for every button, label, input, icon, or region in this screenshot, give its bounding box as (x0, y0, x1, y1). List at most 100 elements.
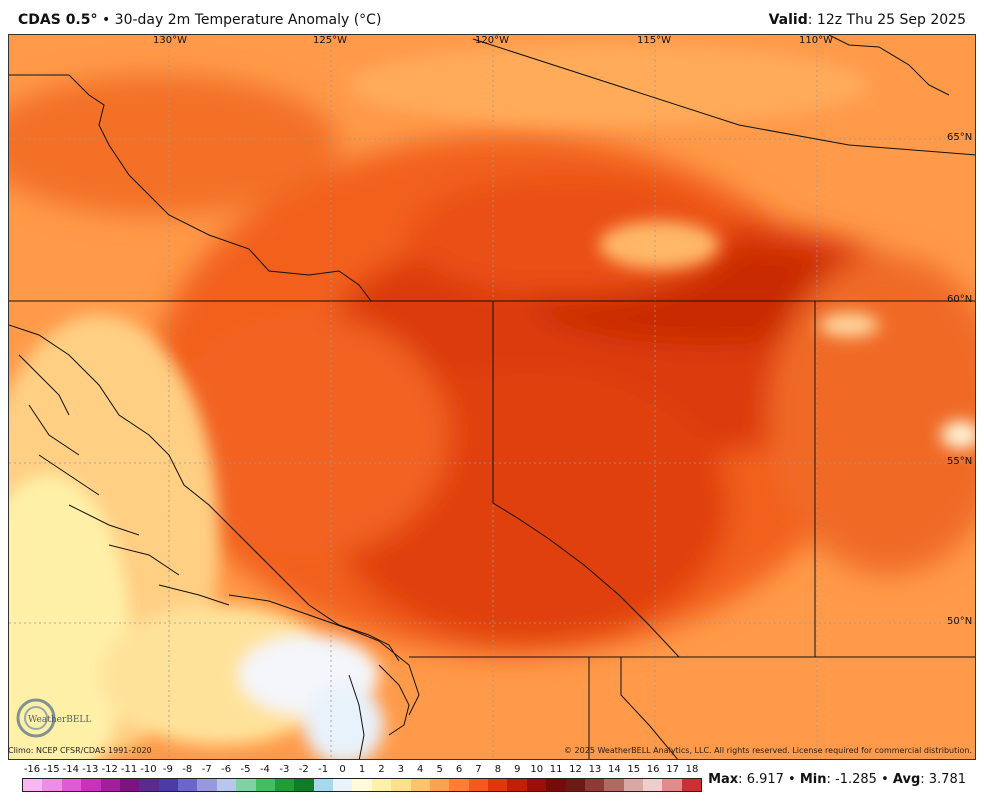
legend-swatch (81, 779, 101, 791)
legend-tick-label: 13 (588, 764, 602, 775)
min-value: -1.285 (835, 772, 877, 787)
legend-tick-label: 17 (666, 764, 679, 775)
legend-swatch (333, 779, 353, 791)
legend-tick-label: -2 (298, 764, 309, 775)
anomaly-area-east (769, 255, 975, 575)
legend-tick-label: 0 (339, 764, 346, 775)
legend-swatch (274, 779, 295, 791)
legend-tick-label: 16 (646, 764, 660, 775)
degree-symbol: ° (90, 12, 98, 28)
bc-coastline (9, 324, 400, 662)
vancouver-island (228, 594, 420, 716)
legend-swatch (507, 779, 527, 791)
legend-ticks: -16 -15 -14 -13 -12 -11 -10 -9 -8 -7 -6 -5 -4 -3 -2 -1 0… (22, 764, 702, 778)
legend-swatch (197, 779, 217, 791)
lat-label-65: 65°N (947, 132, 973, 143)
lat-label-60: 60°N (947, 294, 973, 305)
legend-tick-label: -3 (279, 764, 290, 775)
valid-time: Valid: 12z Thu 25 Sep 2025 (768, 12, 966, 28)
legend-swatch (352, 779, 372, 791)
neutral-anomaly-pacific (9, 475, 129, 759)
lon-label-125: 125°W (313, 35, 347, 46)
legend-swatch (100, 779, 120, 791)
map-canvas (9, 35, 975, 759)
legend-tick-label: 10 (530, 764, 544, 775)
statistics: Max: 6.917 • Min: -1.285 • Avg: 3.781 (708, 772, 966, 787)
legend-swatch (449, 779, 469, 791)
legend-tick-label: -6 (221, 764, 232, 775)
border-bc-alberta (492, 301, 680, 658)
header: CDAS 0.5° • 30-day 2m Temperature Anomal… (0, 0, 984, 34)
legend-swatch (61, 779, 82, 791)
product-name: 30-day 2m Temperature Anomaly (°C) (114, 12, 382, 28)
anomaly-area-bc (169, 315, 449, 555)
legend-tick-label: 7 (475, 764, 482, 775)
legend-swatch (488, 779, 508, 791)
border-montana (620, 657, 678, 759)
border-nwt-nunavut (472, 38, 975, 156)
legend-tick-label: -15 (43, 764, 60, 775)
legend-swatch (23, 779, 43, 791)
legend-swatch (429, 779, 450, 791)
legend-tick-label: 2 (378, 764, 385, 775)
legend-tick-label: 15 (627, 764, 641, 775)
weak-anomaly-north (349, 45, 869, 125)
weatherbell-logo: WeatherBELL (14, 696, 104, 740)
anomaly-area-northwest (9, 75, 339, 215)
weak-anomaly-spot-east (941, 421, 975, 449)
color-legend: -16 -15 -14 -13 -12 -11 -10 -9 -8 -7 -6 -5 -4 -3 -2 -1 0… (22, 764, 702, 796)
boundaries (9, 35, 975, 759)
legend-tick-label: 11 (549, 764, 563, 775)
legend-tick-label: 8 (494, 764, 502, 775)
copyright-note: © 2025 WeatherBELL Analytics, LLC. All r… (564, 746, 972, 755)
logo-graphic: WeatherBELL (16, 698, 91, 738)
weak-anomaly-spot-ne (819, 313, 879, 337)
legend-swatch (623, 779, 643, 791)
legend-swatch (468, 779, 488, 791)
weak-anomaly-shading (9, 45, 975, 759)
climo-note: Climo: NCEP CFSR/CDAS 1991-2020 (8, 746, 152, 755)
legend-swatch (565, 779, 585, 791)
legend-swatch (584, 779, 605, 791)
valid-value: 12z Thu 25 Sep 2025 (816, 12, 966, 28)
legend-tick-label: 5 (436, 764, 443, 775)
legend-swatch (294, 779, 314, 791)
lon-label-120: 120°W (475, 35, 509, 46)
legend-tick-label: 9 (514, 764, 521, 775)
lat-label-50: 50°N (947, 616, 973, 627)
valid-label: Valid (768, 12, 808, 28)
avg-value: 3.781 (928, 772, 966, 787)
legend-tick-label: -11 (120, 764, 138, 775)
lon-label-130: 130°W (153, 35, 187, 46)
lon-label-110: 110°W (799, 35, 833, 46)
legend-tick-label: -1 (318, 764, 329, 775)
legend-swatch (42, 779, 62, 791)
legend-tick-label: 3 (397, 764, 404, 775)
legend-swatch (410, 779, 430, 791)
legend-tick-label: 1 (358, 764, 366, 775)
cool-anomaly-puget (304, 685, 384, 759)
legend-swatch (662, 779, 682, 791)
legend-tick-label: -10 (140, 764, 157, 775)
anomaly-map[interactable]: 130°W 125°W 120°W 115°W 110°W 65°N 60°N … (8, 34, 976, 760)
legend-swatch (139, 779, 159, 791)
legend-tick-label: -5 (240, 764, 251, 775)
svg-text:WeatherBELL: WeatherBELL (28, 715, 91, 725)
washington-coast (348, 674, 365, 759)
legend-swatch (178, 779, 198, 791)
model-name: CDAS 0.5 (18, 12, 91, 28)
title-bullet: • (101, 12, 111, 28)
arctic-coast (828, 35, 950, 96)
legend-tick-label: -8 (182, 764, 193, 775)
legend-tick-label: -7 (201, 764, 212, 775)
legend-swatch (313, 779, 333, 791)
legend-swatch (158, 779, 178, 791)
legend-tick-label: -16 (23, 764, 41, 775)
legend-tick-label: 18 (685, 764, 699, 775)
legend-bar (22, 778, 702, 792)
max-label: Max (708, 772, 739, 787)
legend-swatch (391, 779, 411, 791)
legend-tick-label: -14 (62, 764, 79, 775)
avg-label: Avg (892, 772, 921, 787)
lon-label-115: 115°W (637, 35, 671, 46)
